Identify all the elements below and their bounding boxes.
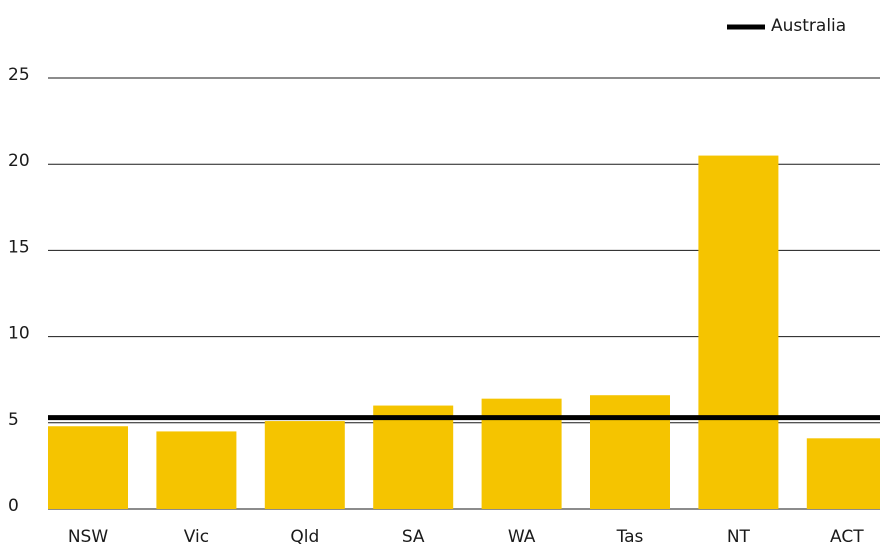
y-tick-label: 15 xyxy=(8,237,30,257)
bar xyxy=(156,431,237,509)
bar xyxy=(590,395,670,509)
y-tick-label: 25 xyxy=(8,65,30,85)
x-tick-label: NSW xyxy=(68,527,109,547)
bar xyxy=(806,438,880,509)
x-tick-label: Qld xyxy=(290,527,319,547)
bar xyxy=(48,426,128,509)
x-tick-label: ACT xyxy=(830,527,864,547)
x-tick-label: SA xyxy=(402,527,425,547)
bar xyxy=(373,405,454,509)
x-tick-label: Vic xyxy=(184,527,209,547)
x-tick-label: WA xyxy=(508,527,536,547)
y-tick-label: 10 xyxy=(8,324,30,344)
y-tick-label: 0 xyxy=(8,496,19,516)
x-tick-label: NT xyxy=(727,527,751,547)
bar xyxy=(264,421,345,509)
bar xyxy=(698,155,779,509)
y-tick-label: 5 xyxy=(8,410,19,430)
y-tick-label: 20 xyxy=(8,151,30,171)
legend-label: Australia xyxy=(771,16,846,36)
x-tick-label: Tas xyxy=(616,527,644,547)
